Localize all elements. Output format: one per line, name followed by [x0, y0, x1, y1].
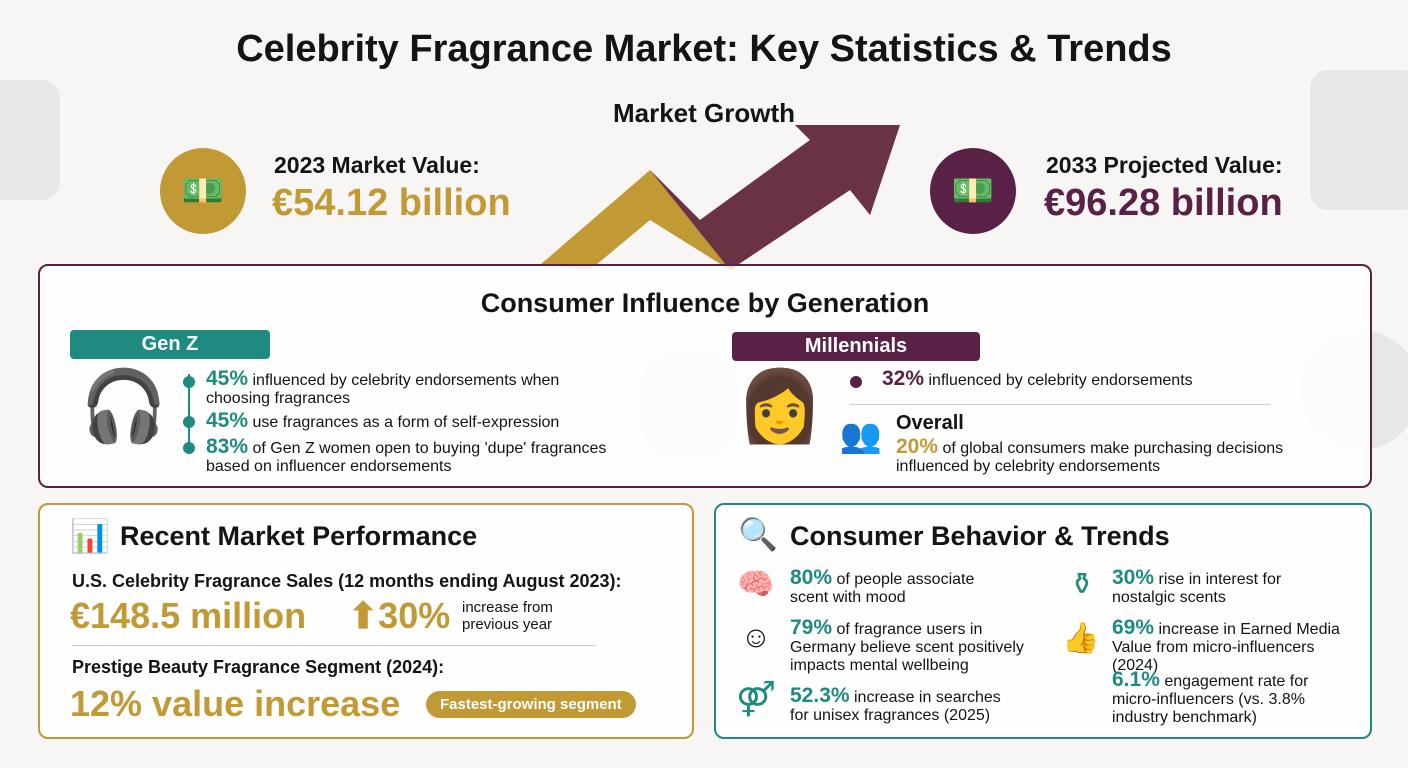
projected-value-label: 2033 Projected Value: [1046, 152, 1283, 178]
current-value-label: 2023 Market Value: [274, 152, 480, 178]
bar-chart-icon: 📊 [70, 518, 110, 554]
thumbs-up-icon: 👍 [1062, 622, 1100, 655]
performance-title: Recent Market Performance [120, 521, 478, 551]
us-sales-label: U.S. Celebrity Fragrance Sales (12 month… [72, 571, 622, 591]
genz-stat: 45% influenced by celebrity endorsements… [206, 367, 560, 407]
overall-stat: 20% of global consumers make purchasing … [896, 435, 1284, 475]
millennial-stat: 32% influenced by celebrity endorsements [882, 367, 1193, 390]
behavior-section: 🔍 Consumer Behavior & Trends 🧠 80% of pe… [714, 503, 1372, 739]
genz-stat: 83% of Gen Z women open to buying 'dupe'… [206, 435, 607, 475]
heart-magnifier-icon: 🔍 [738, 516, 778, 552]
current-value: €54.12 billion [272, 182, 511, 224]
genz-stat: 45% use fragrances as a form of self-exp… [206, 409, 560, 432]
page-title: Celebrity Fragrance Market: Key Statisti… [236, 28, 1172, 70]
timeline-line [188, 374, 190, 454]
smile-leaf-icon: ☺ [740, 621, 772, 654]
prestige-label: Prestige Beauty Fragrance Segment (2024)… [72, 657, 445, 677]
prestige-value: 12% value increase [70, 683, 401, 724]
us-growth-text: increase from previous year [462, 599, 553, 633]
genz-person-icon: 🎧 [80, 367, 168, 445]
bullet-dot [183, 442, 195, 454]
gender-icon: ⚤ [736, 680, 776, 718]
market-growth-title: Market Growth [612, 98, 796, 128]
overall-label: Overall [896, 412, 964, 434]
generation-title: Consumer Influence by Generation [480, 288, 930, 318]
bullet-dot [183, 416, 195, 428]
fastest-growing-badge: Fastest-growing segment [426, 691, 636, 718]
behavior-stat: 30% rise in interest for nostalgic scent… [1112, 566, 1282, 606]
us-growth: ⬆30% [348, 595, 451, 636]
divider [850, 404, 1270, 405]
behavior-title: Consumer Behavior & Trends [790, 521, 1170, 551]
behavior-stat: 79% of fragrance users in Germany believ… [790, 616, 1024, 674]
genz-tag: Gen Z [70, 330, 270, 359]
us-sales-value: €148.5 million [70, 595, 307, 636]
brain-icon: 🧠 [737, 568, 775, 601]
behavior-stat: 6.1% engagement rate for micro-influence… [1112, 668, 1309, 726]
perfume-icon: ⚱ [1069, 568, 1095, 601]
behavior-stat: 69% increase in Earned Media Value from … [1112, 616, 1340, 674]
divider [72, 645, 596, 646]
performance-section: 📊 Recent Market Performance U.S. Celebri… [38, 503, 694, 739]
behavior-stat: 52.3% increase in searches for unisex fr… [790, 684, 1001, 724]
money-perfume-icon: 💵 [930, 148, 1016, 234]
background-bottle-icon [1310, 70, 1408, 210]
behavior-stat: 80% of people associate scent with mood [790, 566, 975, 606]
background-bottle-icon [0, 80, 60, 200]
up-arrow-icon: ⬆ [348, 595, 379, 636]
money-perfume-icon: 💵 [160, 148, 246, 234]
people-icon: 👥 [839, 417, 883, 455]
bullet-dot [850, 376, 862, 388]
millennials-tag: Millennials [732, 332, 980, 361]
generation-section: Consumer Influence by Generation Gen Z 🎧… [38, 264, 1372, 488]
millennial-person-icon: 👩 [736, 367, 824, 445]
growth-arrow-icon [540, 125, 900, 270]
bullet-dot [183, 376, 195, 388]
projected-value: €96.28 billion [1044, 182, 1283, 224]
